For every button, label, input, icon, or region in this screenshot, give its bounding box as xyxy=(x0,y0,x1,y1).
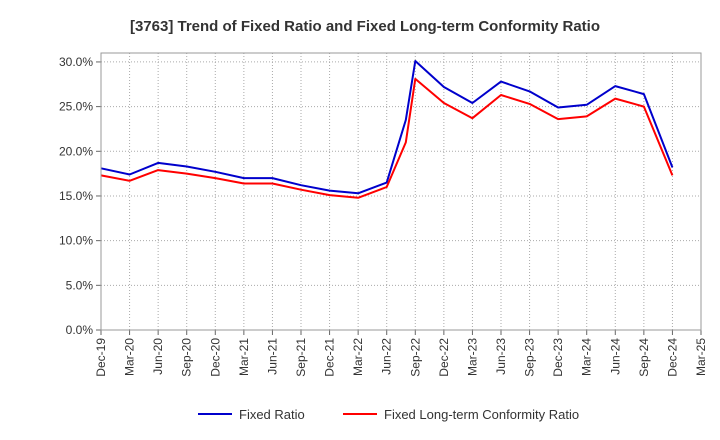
x-tick-label: Mar-20 xyxy=(123,338,137,376)
x-tick-label: Jun-21 xyxy=(265,338,279,375)
plot-frame xyxy=(100,52,702,331)
legend-label-fixed-ratio: Fixed Ratio xyxy=(239,407,305,422)
y-tick-label: 25.0% xyxy=(59,100,93,114)
series-group xyxy=(100,60,674,199)
series-line-0 xyxy=(100,60,674,195)
y-tick-label: 10.0% xyxy=(59,234,93,248)
x-tick-label: Dec-19 xyxy=(94,338,108,377)
x-tick-label: Dec-23 xyxy=(551,338,565,377)
x-tick-label: Mar-24 xyxy=(580,338,594,376)
y-axis: 0.0% 5.0% 10.0% 15.0% 20.0% 25.0% 30.0% xyxy=(59,55,101,337)
x-tick-label: Dec-24 xyxy=(665,338,679,377)
x-tick-label: Jun-23 xyxy=(494,338,508,375)
y-tick-label: 0.0% xyxy=(66,323,94,337)
y-tick-label: 30.0% xyxy=(59,55,93,69)
x-tick-label: Sep-21 xyxy=(294,338,308,377)
x-tick-label: Mar-22 xyxy=(351,338,365,376)
x-axis: Dec-19 Mar-20 Jun-20 Sep-20 Dec-20 Mar-21 Jun-… xyxy=(94,330,708,377)
x-tick-label: Dec-20 xyxy=(208,338,222,377)
x-tick-label: Sep-24 xyxy=(637,338,651,377)
x-tick-label: Jun-22 xyxy=(380,338,394,375)
chart-title: [3763] Trend of Fixed Ratio and Fixed Lo… xyxy=(130,18,600,35)
x-tick-label: Dec-22 xyxy=(437,338,451,377)
y-tick-label: 20.0% xyxy=(59,144,93,158)
x-tick-label: Jun-20 xyxy=(151,338,165,375)
series-line-1 xyxy=(100,77,674,199)
x-tick-label: Mar-25 xyxy=(694,338,708,376)
x-tick-label: Mar-21 xyxy=(237,338,251,376)
x-tick-label: Sep-22 xyxy=(408,338,422,377)
y-tick-label: 15.0% xyxy=(59,189,93,203)
grid xyxy=(101,53,701,330)
legend: Fixed Ratio Fixed Long-term Conformity R… xyxy=(198,407,579,422)
legend-label-fixed-long-term-conformity-ratio: Fixed Long-term Conformity Ratio xyxy=(384,407,579,422)
x-tick-label: Mar-23 xyxy=(465,338,479,376)
x-tick-label: Jun-24 xyxy=(608,338,622,375)
x-tick-label: Sep-23 xyxy=(523,338,537,377)
x-tick-label: Sep-20 xyxy=(180,338,194,377)
x-tick-label: Dec-21 xyxy=(323,338,337,377)
y-tick-label: 5.0% xyxy=(66,278,94,292)
